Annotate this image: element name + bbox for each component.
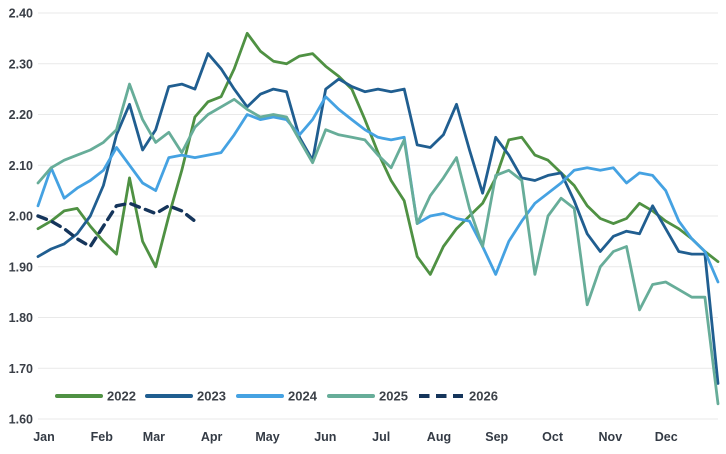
x-tick-label: Apr [201, 430, 223, 444]
x-tick-label: Nov [599, 430, 623, 444]
y-axis-labels: 2.40 2.30 2.20 2.10 2.00 1.90 1.80 1.70 1.60 [9, 7, 33, 427]
x-tick-label: Aug [427, 430, 451, 444]
legend-item-2024[interactable]: 2024 [236, 389, 318, 404]
legend-label-2024: 2024 [288, 389, 318, 404]
legend-label-2026: 2026 [469, 389, 498, 404]
x-tick-label: Jun [314, 430, 336, 444]
y-tick-label: 2.10 [9, 159, 33, 173]
series-line-2023 [36, 52, 720, 385]
x-tick-label: Oct [542, 430, 564, 444]
series-line-2022 [36, 31, 720, 276]
series-lines [36, 31, 720, 406]
x-tick-label: May [255, 430, 279, 444]
y-tick-label: 1.90 [9, 260, 33, 274]
x-tick-label: Dec [655, 430, 678, 444]
legend-item-2025[interactable]: 2025 [327, 389, 408, 404]
x-axis-labels: Jan Feb Mar Apr May Jun Jul Aug Sep Oct Nov Dec [33, 430, 678, 444]
legend-label-2022: 2022 [107, 389, 136, 404]
y-tick-label: 1.70 [9, 362, 33, 376]
x-tick-label: Jan [33, 430, 55, 444]
x-tick-label: Mar [143, 430, 165, 444]
legend-item-2023[interactable]: 2023 [145, 389, 226, 404]
x-tick-label: Sep [485, 430, 508, 444]
y-tick-label: 1.80 [9, 311, 33, 325]
y-tick-label: 2.00 [9, 210, 33, 224]
y-tick-label: 2.20 [9, 108, 33, 122]
x-tick-label: Jul [372, 430, 390, 444]
legend-label-2023: 2023 [197, 389, 226, 404]
y-tick-label: 2.40 [9, 7, 33, 21]
legend-label-2025: 2025 [379, 389, 408, 404]
series-line-2025 [36, 82, 720, 406]
series-line-2026 [36, 201, 197, 249]
legend: 2022 2023 2024 2025 2026 [55, 389, 498, 404]
gridlines [38, 12, 718, 420]
y-tick-label: 1.60 [9, 413, 33, 427]
legend-item-2022[interactable]: 2022 [55, 389, 136, 404]
y-tick-label: 2.30 [9, 57, 33, 71]
legend-item-2026[interactable]: 2026 [419, 389, 498, 404]
x-tick-label: Feb [91, 430, 114, 444]
series-line-2024 [36, 95, 720, 284]
